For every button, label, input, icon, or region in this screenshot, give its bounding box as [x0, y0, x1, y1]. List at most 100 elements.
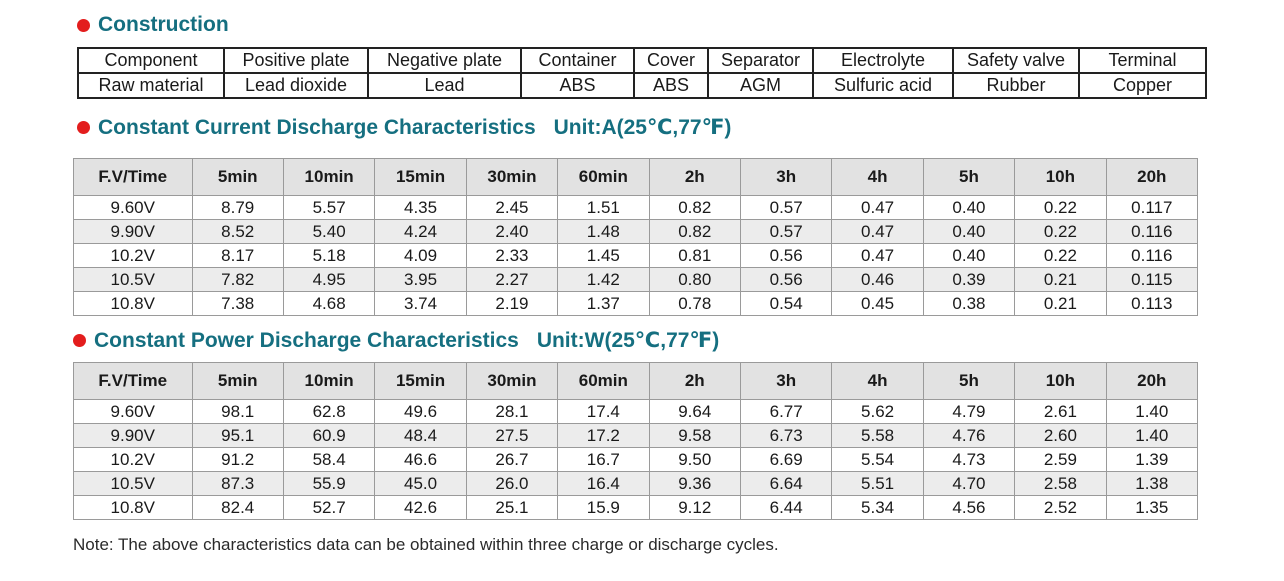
current-header-cell: 5h [922, 158, 1016, 196]
value-cell: 0.22 [1014, 195, 1107, 220]
value-cell: 16.7 [557, 447, 650, 472]
current-header-row: F.V/Time 5min 10min 15min 30min 60min 2h 3h 4h 5h… [73, 158, 1199, 196]
value-cell: 2.45 [465, 195, 559, 220]
value-cell: 0.82 [648, 195, 741, 220]
value-cell: 2.27 [465, 267, 559, 292]
value-cell: 91.2 [191, 447, 284, 472]
value-cell: 4.56 [922, 495, 1016, 520]
value-cell: 6.69 [739, 447, 833, 472]
current-title-text: Constant Current Discharge Characteristi… [98, 115, 536, 139]
value-cell: 15.9 [557, 495, 650, 520]
table-row: 10.8V 7.38 4.68 3.74 2.19 1.37 0.78 0.54 0.45 0.3… [73, 291, 1199, 316]
value-cell: 1.40 [1105, 423, 1199, 448]
construction-value-cell: Rubber [952, 72, 1080, 99]
value-cell: 45.0 [374, 471, 467, 496]
construction-header-cell: Safety valve [952, 47, 1080, 74]
power-header-cell: 4h [831, 362, 924, 400]
value-cell: 28.1 [465, 399, 559, 424]
value-cell: 1.39 [1105, 447, 1199, 472]
power-header-cell: 30min [465, 362, 559, 400]
value-cell: 52.7 [282, 495, 376, 520]
value-cell: 4.70 [922, 471, 1016, 496]
value-cell: 9.58 [648, 423, 741, 448]
value-cell: 46.6 [374, 447, 467, 472]
value-cell: 8.17 [191, 243, 284, 268]
value-cell: 9.64 [648, 399, 741, 424]
construction-table: Component Positive plate Negative plate … [77, 47, 1207, 99]
value-cell: 7.38 [191, 291, 284, 316]
value-cell: 0.47 [831, 219, 924, 244]
value-cell: 0.46 [831, 267, 924, 292]
current-header-cell: 30min [465, 158, 559, 196]
value-cell: 4.35 [374, 195, 467, 220]
construction-value-cell: Sulfuric acid [812, 72, 954, 99]
value-cell: 2.58 [1014, 471, 1107, 496]
construction-header-cell: Terminal [1078, 47, 1207, 74]
value-cell: 3.95 [374, 267, 467, 292]
value-cell: 5.62 [831, 399, 924, 424]
current-title: Constant Current Discharge Characteristi… [77, 115, 731, 140]
value-cell: 9.50 [648, 447, 741, 472]
voltage-cell: 10.5V [73, 471, 193, 496]
value-cell: 9.12 [648, 495, 741, 520]
table-row: 9.90V 8.52 5.40 4.24 2.40 1.48 0.82 0.57 0.47 0.4… [73, 219, 1199, 244]
current-header-cell: 20h [1105, 158, 1199, 196]
value-cell: 0.57 [739, 219, 833, 244]
value-cell: 82.4 [191, 495, 284, 520]
value-cell: 5.18 [282, 243, 376, 268]
value-cell: 4.68 [282, 291, 376, 316]
construction-header-cell: Electrolyte [812, 47, 954, 74]
value-cell: 17.4 [557, 399, 650, 424]
value-cell: 0.47 [831, 195, 924, 220]
value-cell: 5.57 [282, 195, 376, 220]
table-row: 10.5V 87.3 55.9 45.0 26.0 16.4 9.36 6.64 5.51 4.7… [73, 471, 1199, 496]
value-cell: 0.117 [1105, 195, 1199, 220]
table-row: 10.8V 82.4 52.7 42.6 25.1 15.9 9.12 6.44 5.34 4.5… [73, 495, 1199, 520]
value-cell: 17.2 [557, 423, 650, 448]
voltage-cell: 10.8V [73, 291, 193, 316]
value-cell: 95.1 [191, 423, 284, 448]
power-header-cell: 10min [282, 362, 376, 400]
current-discharge-table: F.V/Time 5min 10min 15min 30min 60min 2h 3h 4h 5h… [73, 158, 1199, 316]
construction-title-text: Construction [98, 13, 229, 36]
value-cell: 27.5 [465, 423, 559, 448]
value-cell: 2.52 [1014, 495, 1107, 520]
value-cell: 2.40 [465, 219, 559, 244]
value-cell: 26.7 [465, 447, 559, 472]
value-cell: 0.54 [739, 291, 833, 316]
value-cell: 0.82 [648, 219, 741, 244]
value-cell: 2.61 [1014, 399, 1107, 424]
value-cell: 1.35 [1105, 495, 1199, 520]
voltage-cell: 9.90V [73, 219, 193, 244]
construction-header-cell: Separator [707, 47, 814, 74]
power-discharge-table: F.V/Time 5min 10min 15min 30min 60min 2h 3h 4h 5h… [73, 362, 1199, 520]
power-header-cell: 15min [374, 362, 467, 400]
value-cell: 6.73 [739, 423, 833, 448]
power-header-cell: 5h [922, 362, 1016, 400]
value-cell: 0.47 [831, 243, 924, 268]
value-cell: 60.9 [282, 423, 376, 448]
value-cell: 1.37 [557, 291, 650, 316]
value-cell: 48.4 [374, 423, 467, 448]
construction-header-cell: Cover [633, 47, 709, 74]
voltage-cell: 10.2V [73, 243, 193, 268]
power-header-cell: 20h [1105, 362, 1199, 400]
construction-header-cell: Container [520, 47, 635, 74]
value-cell: 0.56 [739, 243, 833, 268]
construction-value-cell: ABS [520, 72, 635, 99]
current-header-cell: 15min [374, 158, 467, 196]
value-cell: 2.59 [1014, 447, 1107, 472]
bullet-icon [77, 18, 90, 32]
value-cell: 98.1 [191, 399, 284, 424]
value-cell: 6.77 [739, 399, 833, 424]
power-header-cell: 60min [557, 362, 650, 400]
current-header-cell: 10min [282, 158, 376, 196]
value-cell: 9.36 [648, 471, 741, 496]
value-cell: 1.38 [1105, 471, 1199, 496]
value-cell: 62.8 [282, 399, 376, 424]
value-cell: 8.52 [191, 219, 284, 244]
value-cell: 1.51 [557, 195, 650, 220]
construction-header-row: Component Positive plate Negative plate … [77, 47, 1207, 74]
value-cell: 4.73 [922, 447, 1016, 472]
value-cell: 1.40 [1105, 399, 1199, 424]
